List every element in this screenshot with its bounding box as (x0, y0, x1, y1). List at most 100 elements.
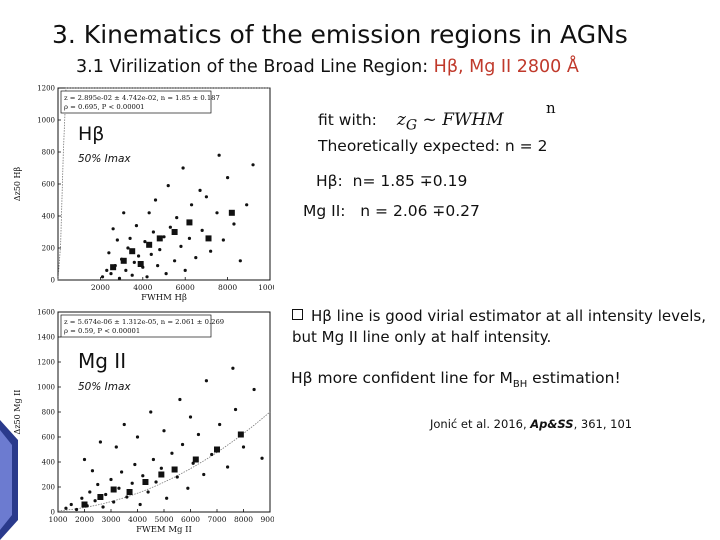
binned-point (146, 241, 153, 248)
data-point (101, 505, 105, 509)
binned-point (81, 501, 88, 508)
y-tick-label: 1000 (37, 384, 55, 392)
subtitle-text: 3.1 Virilization of the Broad Line Regio… (76, 57, 434, 77)
data-point (187, 236, 192, 240)
data-point (165, 496, 169, 500)
data-point (82, 457, 87, 462)
conclusion-text: Hβ more confident line for MBH estimatio… (291, 369, 621, 391)
fit-info-box (60, 314, 212, 338)
binned-point (205, 235, 212, 242)
y-tick-label: 400 (42, 459, 55, 467)
binned-point (192, 456, 199, 463)
data-point (186, 486, 190, 490)
data-point (196, 432, 201, 437)
fit-curve (57, 411, 271, 512)
checkbox-bullet-icon (292, 309, 303, 320)
plot-frame (57, 311, 271, 513)
data-point (231, 366, 235, 370)
data-point (260, 456, 264, 460)
y-axis-label: Δz50 Mg II (13, 390, 22, 435)
data-point (136, 254, 141, 258)
data-point (153, 198, 158, 202)
data-point (100, 275, 105, 279)
data-point (96, 482, 100, 487)
y-tick-label: 400 (42, 213, 55, 221)
subtitle-highlight: Hβ, Mg II 2800 Å (433, 57, 579, 77)
data-point (149, 252, 153, 256)
x-tick-label: 8000 (234, 515, 253, 524)
binned-point (110, 264, 117, 271)
data-point (215, 211, 219, 215)
data-point (232, 222, 236, 226)
binned-point (171, 466, 178, 473)
data-point (146, 490, 150, 494)
panel-title: Mg II (78, 349, 126, 373)
x-tick-label: 5000 (154, 515, 173, 524)
y-tick-label: 1200 (37, 359, 55, 367)
decorative-bracket-icon (0, 420, 18, 540)
data-point (175, 216, 179, 220)
data-point (143, 240, 147, 244)
fit-info-box (60, 90, 212, 114)
fit-expected: Theoretically expected: n = 2 (318, 137, 548, 156)
y-tick-label: 1400 (37, 334, 55, 342)
data-point (189, 203, 194, 207)
data-point (210, 452, 214, 457)
data-point (221, 238, 225, 242)
x-tick-label: 2000 (75, 515, 94, 524)
binned-point (228, 209, 235, 216)
data-point (90, 469, 95, 473)
binned-point (171, 229, 178, 235)
data-point (98, 440, 102, 444)
data-point (188, 415, 193, 419)
data-point (175, 475, 179, 479)
data-point (164, 272, 168, 276)
data-point (80, 496, 84, 500)
data-point (135, 435, 140, 439)
data-point (158, 248, 162, 252)
panel-note: 50% Imax (78, 381, 131, 393)
x-tick-label: 1000 (48, 515, 67, 524)
fit-exponent: n (546, 99, 556, 117)
data-point (122, 422, 126, 427)
data-point (200, 228, 204, 232)
data-point (122, 211, 126, 215)
data-point (194, 256, 198, 260)
y-tick-label: 600 (42, 434, 55, 442)
binned-point (97, 494, 104, 500)
data-point (138, 502, 142, 507)
hbeta-scatter-plot: 0 200 400 600 800 1000 1200 2000 4000 6000 8000 100… (12, 82, 274, 304)
data-point (132, 260, 136, 264)
slide-title: 3. Kinematics of the emission regions in… (52, 20, 628, 49)
data-point (156, 264, 160, 268)
y-tick-label: 1200 (37, 85, 55, 93)
fit-curve (57, 87, 270, 281)
data-point (181, 166, 185, 170)
data-point (173, 259, 177, 263)
data-point (204, 379, 208, 383)
data-point (130, 481, 134, 485)
binned-point (158, 471, 165, 478)
data-point (252, 387, 256, 392)
data-point (133, 462, 137, 467)
data-point (109, 477, 113, 482)
binned-point (110, 486, 117, 493)
data-point (117, 486, 121, 490)
data-point (151, 230, 155, 234)
fit-info-line: ρ = 0.695, P < 0.00001 (64, 103, 145, 111)
data-point (233, 407, 238, 412)
data-point (112, 500, 116, 504)
data-point (109, 272, 113, 276)
data-point (226, 465, 230, 469)
data-point (69, 502, 73, 507)
data-point (117, 276, 122, 280)
citation: Jonić et al. 2016, Ap&SS, 361, 101 (430, 417, 633, 431)
fit-line1: fit with: (318, 111, 377, 129)
data-point (218, 422, 222, 427)
binned-point (214, 446, 220, 453)
data-point (134, 224, 139, 228)
data-point (120, 470, 124, 474)
binned-point (137, 261, 144, 267)
data-point (180, 442, 185, 447)
data-point (202, 472, 206, 477)
